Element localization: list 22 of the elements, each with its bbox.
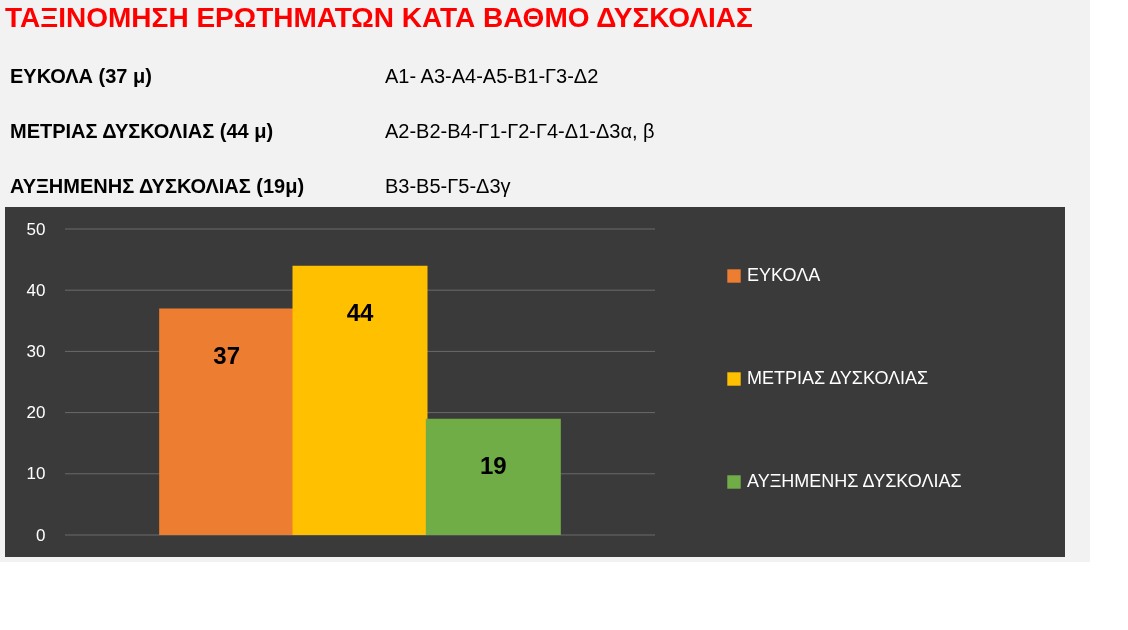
data-label: 37 <box>213 341 241 369</box>
y-tick-label: 50 <box>26 219 46 239</box>
data-label: 44 <box>346 298 374 326</box>
legend-label: ΜΕΤΡΙΑΣ ΔΥΣΚΟΛΙΑΣ <box>747 368 929 388</box>
y-tick-label: 0 <box>36 525 46 545</box>
bar <box>159 308 295 535</box>
y-tick-label: 40 <box>26 280 46 300</box>
text: Β3-Β5-Γ5-Δ3γ <box>385 175 511 197</box>
y-tick-label: 10 <box>26 464 46 484</box>
legend-label: ΕΥΚΟΛΑ <box>747 265 821 285</box>
text: ΜΕΤΡΙΑΣ ΔΥΣΚΟΛΙΑΣ (44 μ) <box>10 120 274 142</box>
text: ΑΥΞΗΜΕΝΗΣ ΔΥΣΚΟΛΙΑΣ (19μ) <box>10 175 305 197</box>
legend-label: ΑΥΞΗΜΕΝΗΣ ΔΥΣΚΟΛΙΑΣ <box>747 471 962 491</box>
y-tick-label: 20 <box>26 403 46 423</box>
chart-title: ΤΑΞΙΝΟΜΗΣΗ ΕΡΩΤΗΜΑΤΩΝ ΚΑΤΑ ΒΑΘΜΟ ΔΥΣΚΟΛΙΑΣ <box>5 2 753 33</box>
y-tick-label: 30 <box>26 341 46 361</box>
text: Α1- Α3-Α4-Α5-Β1-Γ3-Δ2 <box>385 65 599 87</box>
bar <box>425 418 561 535</box>
bar <box>292 265 428 535</box>
text: Α2-Β2-Β4-Γ1-Γ2-Γ4-Δ1-Δ3α, β <box>385 120 655 142</box>
data-label: 19 <box>479 451 507 479</box>
text: ΕΥΚΟΛΑ (37 μ) <box>10 65 152 87</box>
